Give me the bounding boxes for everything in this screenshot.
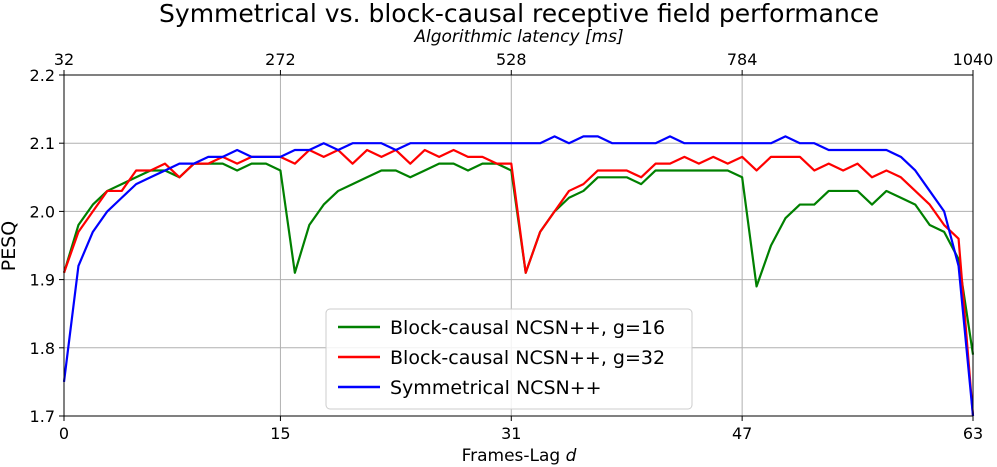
legend-label-2: Symmetrical NCSN++: [390, 377, 602, 399]
series-lines: [62, 135, 975, 417]
x-tick-label: 31: [501, 424, 521, 443]
x-axis-label-prefix: Frames-Lag: [462, 446, 561, 466]
x-axis-label-variable: d: [566, 446, 577, 466]
top-tick-label: 784: [727, 50, 758, 69]
top-axis-label: Algorithmic latency [ms]: [413, 27, 623, 47]
legend-box: [325, 308, 693, 410]
top-tick-label: 272: [265, 50, 296, 69]
ticks: 0 15 31 47 63 32 272 528 784 1040 1.7 1.8 1.9 2.0 2.1 2…: [30, 50, 994, 443]
legend-label-1: Block-causal NCSN++, g=32: [390, 347, 665, 369]
y-tick-label: 1.9: [30, 271, 55, 290]
y-tick-label: 2.0: [30, 202, 55, 221]
plot-frame: [63, 74, 974, 417]
x-tick-label: 15: [270, 424, 290, 443]
x-tick-label: 63: [963, 424, 983, 443]
y-tick-label: 1.8: [30, 339, 55, 358]
y-axis-label: PESQ: [0, 221, 20, 271]
top-tick-label: 528: [496, 50, 527, 69]
y-tick-label: 1.7: [30, 407, 55, 426]
x-tick-label: 0: [59, 424, 69, 443]
x-tick-label: 47: [732, 424, 752, 443]
series-line-2: [62, 135, 975, 417]
chart-title: Symmetrical vs. block-causal receptive f…: [159, 0, 879, 28]
top-tick-label: 32: [54, 50, 74, 69]
legend-label-0: Block-causal NCSN++, g=16: [390, 317, 665, 339]
x-axis-label: Frames-Lag d: [462, 446, 577, 466]
top-tick-label: 1040: [953, 50, 994, 69]
y-tick-label: 2.1: [30, 134, 55, 153]
legend: Block-causal NCSN++, g=16 Block-causal N…: [325, 308, 693, 410]
series-line-1: [62, 148, 975, 417]
y-tick-label: 2.2: [30, 66, 55, 85]
